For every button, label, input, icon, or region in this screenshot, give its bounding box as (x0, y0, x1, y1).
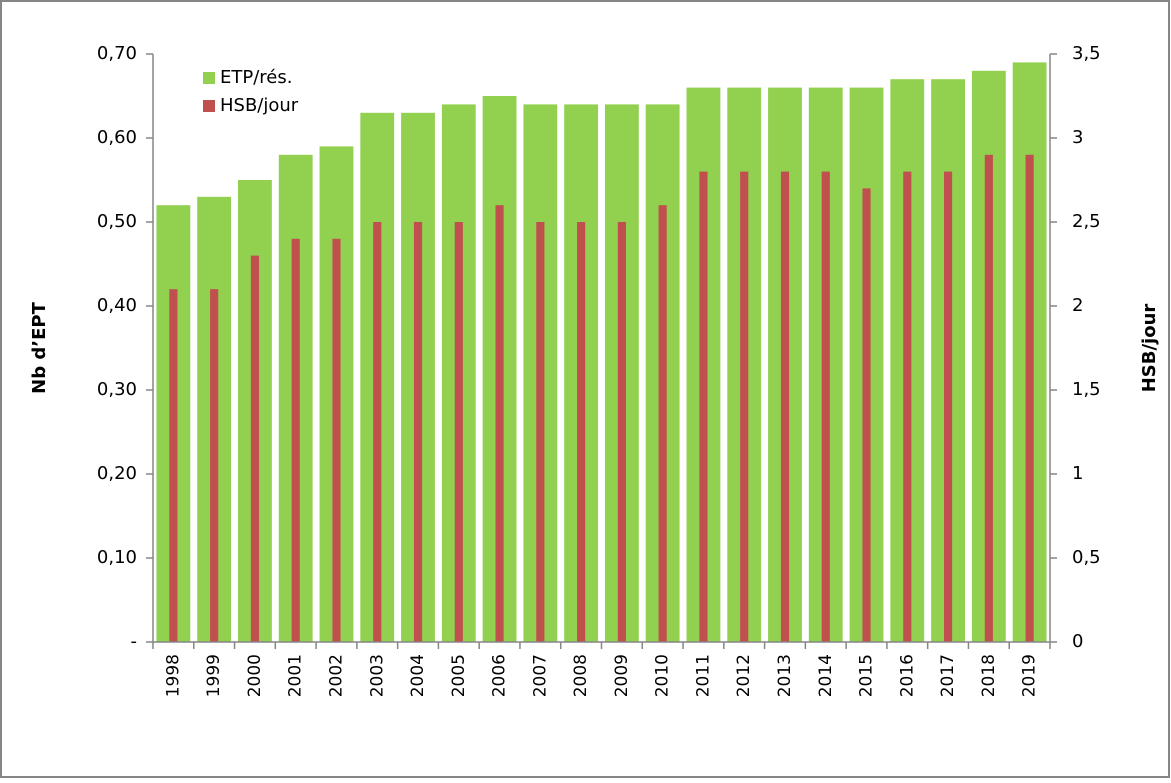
y-tick-label: 0,50 (97, 211, 137, 232)
x-tick-label: 2003 (367, 654, 387, 697)
x-tick-label: 2013 (775, 654, 795, 697)
x-tick-label: 1999 (204, 654, 224, 697)
y-axis-title: Nb d’EPT (29, 301, 50, 393)
x-tick-label: 2005 (449, 654, 469, 697)
y-tick-label: 0,10 (97, 547, 137, 568)
bar (250, 255, 260, 642)
bar (984, 154, 993, 643)
bar (577, 222, 586, 642)
x-tick-label: 2017 (938, 654, 958, 697)
bar (454, 222, 463, 642)
x-tick-label: 2019 (1020, 654, 1040, 697)
bar (210, 289, 219, 642)
y-tick-label: 0,30 (97, 379, 137, 400)
x-tick-label: 1998 (163, 654, 183, 697)
x-tick-label: 2002 (326, 654, 346, 697)
x-tick-label: 2010 (653, 654, 673, 697)
bar (1025, 154, 1034, 643)
y2-tick-label: 0,5 (1072, 547, 1101, 568)
x-tick-label: 2011 (693, 654, 713, 697)
y-tick-label: 0,20 (97, 463, 137, 484)
bar (373, 222, 382, 642)
bar (658, 205, 667, 642)
x-tick-label: 2006 (490, 654, 510, 697)
y-tick-label: 0,70 (97, 43, 137, 64)
x-tick-label: 2007 (530, 654, 550, 697)
y-tick-label: 0,40 (97, 295, 137, 316)
legend-label: ETP/rés. (220, 67, 292, 88)
x-tick-label: 2004 (408, 654, 428, 697)
bar (291, 238, 300, 643)
bar (332, 238, 341, 643)
x-tick-label: 2014 (816, 654, 836, 697)
x-tick-label: 2009 (612, 654, 632, 697)
bar (780, 171, 790, 642)
x-tick-label: 2000 (245, 654, 265, 697)
y2-axis-title: HSB/jour (1139, 304, 1160, 393)
bar (413, 222, 423, 642)
x-tick-label: 2008 (571, 654, 591, 697)
x-tick-label: 2016 (897, 654, 917, 697)
bar (617, 222, 626, 642)
y2-tick-label: 2,5 (1072, 211, 1101, 232)
bar (903, 171, 912, 642)
bar (169, 289, 178, 642)
y-tick-label: 0,60 (97, 127, 137, 148)
y-tick-label: - (131, 631, 138, 652)
y2-tick-label: 3,5 (1072, 43, 1101, 64)
x-tick-label: 2018 (979, 654, 999, 697)
y2-tick-label: 1 (1072, 463, 1083, 484)
bar (536, 222, 545, 642)
bar (699, 171, 708, 642)
y2-tick-label: 2 (1072, 295, 1083, 316)
bar (862, 188, 871, 642)
bar (740, 171, 749, 642)
y2-tick-label: 1,5 (1072, 379, 1101, 400)
y2-tick-label: 0 (1072, 631, 1083, 652)
x-tick-label: 2001 (286, 654, 306, 697)
bar (943, 171, 953, 642)
bar (821, 171, 830, 642)
legend-label: HSB/jour (220, 95, 299, 116)
bar (495, 205, 504, 642)
legend-swatch (203, 72, 215, 84)
legend-swatch (203, 100, 215, 112)
x-tick-label: 2015 (857, 654, 877, 697)
x-tick-label: 2012 (734, 654, 754, 697)
y2-tick-label: 3 (1072, 127, 1083, 148)
